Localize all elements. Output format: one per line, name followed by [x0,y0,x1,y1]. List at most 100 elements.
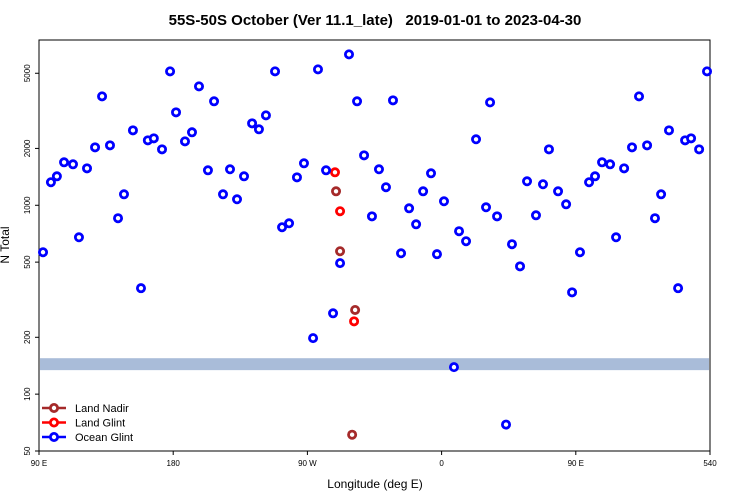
data-point [218,189,229,200]
data-point [90,142,101,153]
data-point [634,91,645,102]
data-point [426,168,437,179]
data-point [431,249,442,260]
data-point [73,232,84,243]
data-point [438,196,449,207]
data-point [605,159,616,170]
data-point [515,261,526,272]
data-point [627,142,638,153]
y-tick-label: 50 [23,446,32,455]
data-point [291,172,302,183]
data-point [171,107,182,118]
y-tick-label: 100 [23,387,32,401]
data-point [702,66,713,77]
data-point [344,49,355,60]
data-point [501,419,512,430]
legend-marker [49,402,60,413]
legend-marker [49,417,60,428]
data-point [308,333,319,344]
data-point [59,157,70,168]
x-tick-label: 0 [439,459,444,468]
data-point [485,97,496,108]
data-point [321,165,332,176]
data-point [611,232,622,243]
data-point [461,236,472,247]
data-point [366,211,377,222]
data-point [331,186,342,197]
y-tick-label: 200 [23,330,32,344]
shaded-band [40,358,709,371]
x-tick-label: 90 E [31,459,47,468]
data-point [335,258,346,269]
data-point [298,158,309,169]
y-axis-label: N Total [0,226,12,263]
data-point [404,203,415,214]
data-point [225,164,236,175]
data-point [67,159,78,170]
plot-frame [38,39,711,452]
data-point [186,127,197,138]
data-point [619,163,630,174]
data-point [642,140,653,151]
data-point [373,164,384,175]
data-point [352,96,363,107]
data-point [656,189,667,200]
data-point [51,171,62,182]
data-point [530,210,541,221]
data-point [335,246,346,257]
data-point [209,96,220,107]
data-point [380,182,391,193]
data-point [649,213,660,224]
y-tick-label: 5000 [23,64,32,82]
data-point [284,218,295,229]
data-point [522,176,533,187]
data-point [45,177,56,188]
data-point [347,429,358,440]
legend-label: Ocean Glint [75,432,133,444]
data-point [359,150,370,161]
data-point [448,362,459,373]
data-point [165,66,176,77]
legend-label: Land Glint [75,418,125,430]
legend-label: Land Nadir [75,403,129,415]
data-point [673,283,684,294]
data-point [157,144,168,155]
data-point [97,91,108,102]
x-axis-label: Longitude (deg E) [327,477,422,491]
data-point [127,125,138,136]
data-point [247,118,258,129]
data-point [506,239,517,250]
data-point [694,144,705,155]
data-point [239,171,250,182]
x-tick-label: 90 W [298,459,317,468]
data-point [663,125,674,136]
data-point [135,283,146,294]
data-point [328,308,339,319]
data-point [202,165,213,176]
data-point [561,199,572,210]
data-point [277,222,288,233]
data-point [38,247,49,258]
data-point [387,95,398,106]
y-tick-label: 2000 [23,139,32,157]
y-tick-label: 500 [23,255,32,269]
data-point [590,171,601,182]
x-tick-label: 180 [167,459,181,468]
chart-title: 55S-50S October (Ver 11.1_late) 2019-01-… [169,12,582,29]
data-point [454,226,465,237]
data-point [396,248,407,259]
legend-marker [49,431,60,442]
data-point [82,163,93,174]
data-point [537,179,548,190]
data-point [492,211,503,222]
data-point [270,66,281,77]
data-point [574,247,585,258]
data-point [113,213,124,224]
data-point [584,177,595,188]
x-tick-label: 540 [703,459,717,468]
data-point [104,140,115,151]
data-point [349,316,360,327]
data-point [686,133,697,144]
y-tick-label: 1000 [23,196,32,214]
data-point [179,136,190,147]
